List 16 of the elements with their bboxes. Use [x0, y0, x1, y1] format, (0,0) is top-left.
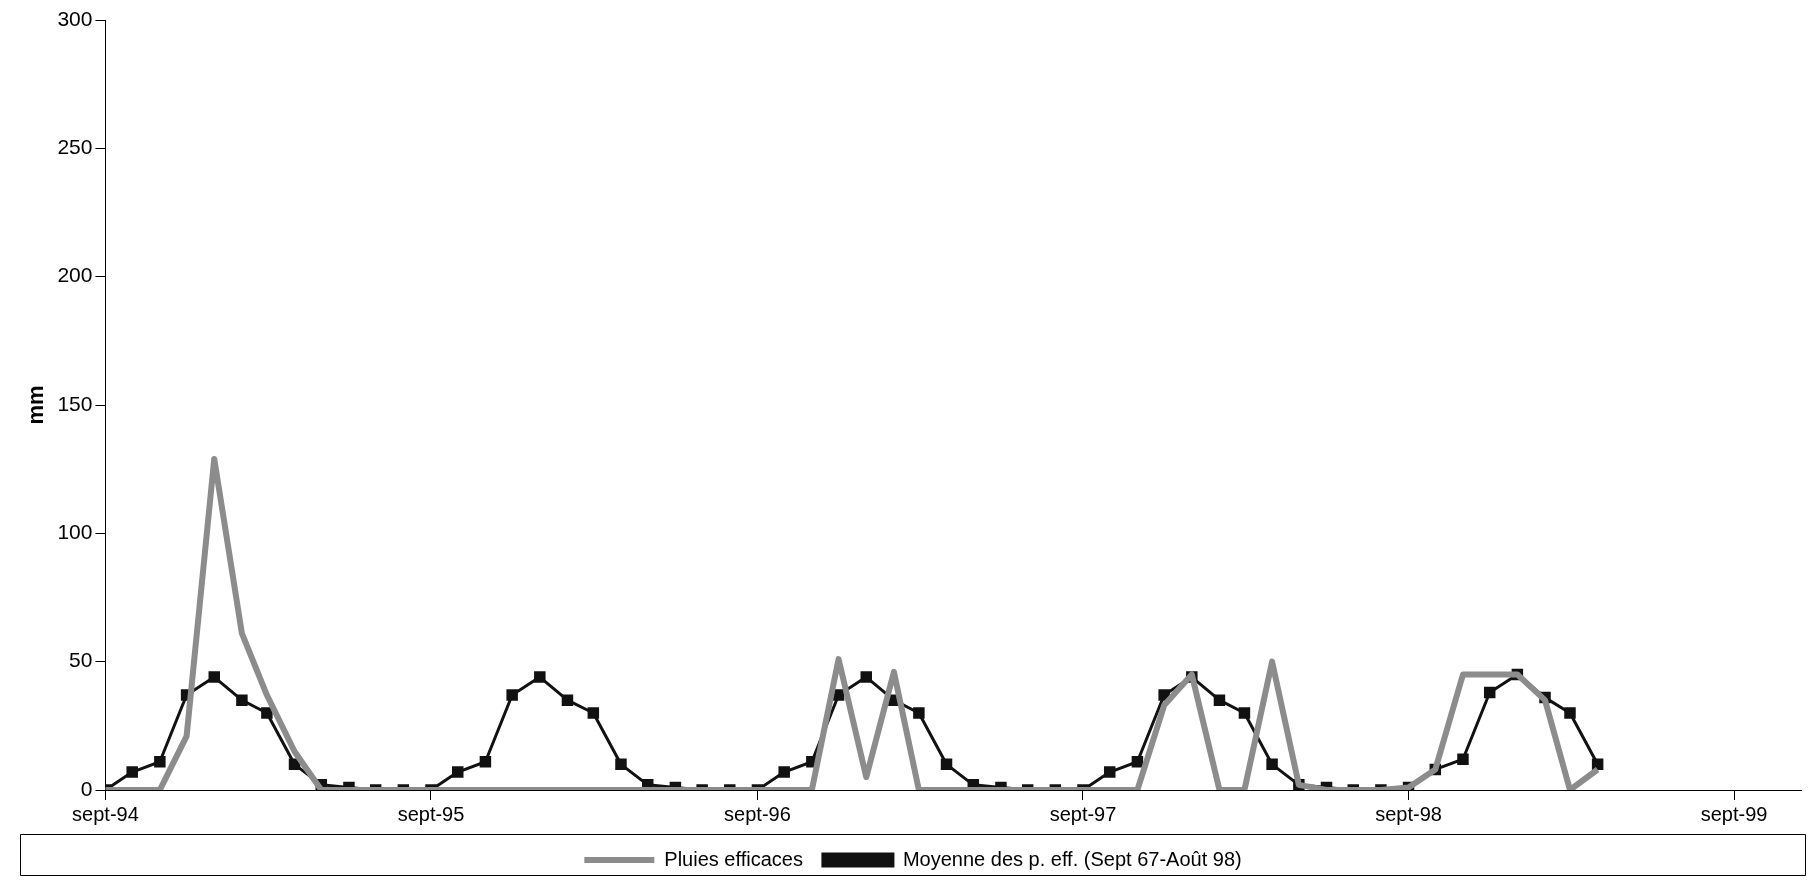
- y-tick-label: 0: [80, 776, 93, 800]
- x-tick-label: sept-98: [1375, 802, 1442, 825]
- y-tick-label: 150: [57, 391, 93, 415]
- y-tick-label: 300: [57, 6, 93, 30]
- legend-label: Moyenne des p. eff. (Sept 67-Août 98): [902, 847, 1242, 870]
- y-tick-label: 50: [69, 648, 93, 672]
- legend-label: Pluies efficaces: [664, 847, 803, 870]
- y-tick-label: 200: [57, 263, 93, 287]
- x-tick-label: sept-95: [397, 802, 465, 825]
- x-tick-label: sept-99: [1700, 802, 1768, 825]
- y-tick-label: 250: [57, 135, 93, 159]
- x-tick-label: sept-97: [1049, 802, 1117, 825]
- x-tick-label: sept-94: [72, 802, 139, 825]
- y-axis-title: mm: [23, 385, 49, 425]
- y-tick-label: 100: [57, 520, 93, 544]
- x-tick-label: sept-96: [724, 802, 791, 825]
